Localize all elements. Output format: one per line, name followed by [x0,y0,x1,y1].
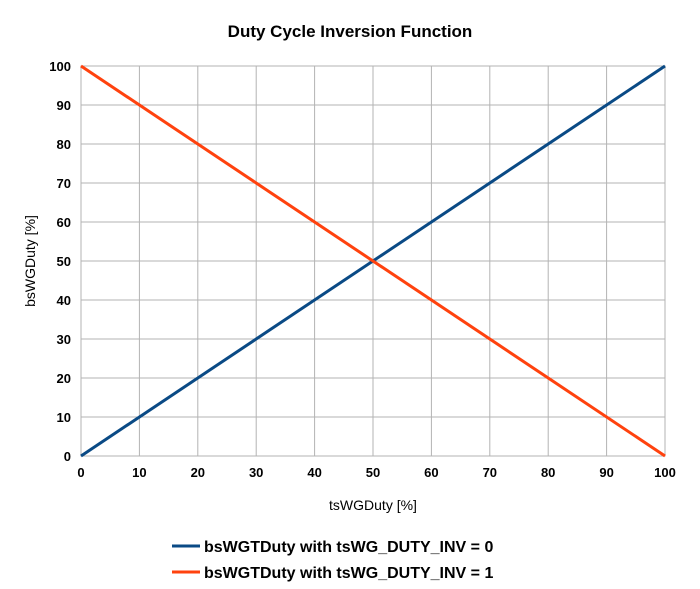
y-axis-label: bsWGDuty [%] [22,215,38,307]
x-tick-label: 80 [541,465,555,480]
x-axis-label: tsWGDuty [%] [329,497,417,513]
y-tick-label: 60 [57,215,71,230]
y-tick-label: 0 [64,449,71,464]
grid [80,65,666,457]
y-tick-label: 80 [57,137,71,152]
y-tick-label: 20 [57,371,71,386]
legend: bsWGTDuty with tsWG_DUTY_INV = 0 bsWGTDut… [172,539,493,582]
legend-label: bsWGTDuty with tsWG_DUTY_INV = 1 [204,565,493,582]
y-tick-label: 70 [57,176,71,191]
legend-label: bsWGTDuty with tsWG_DUTY_INV = 0 [204,539,493,556]
series-lines [80,64,666,458]
series-line-1 [80,64,666,458]
x-tick-label: 50 [366,465,380,480]
x-tick-label: 90 [599,465,613,480]
y-tick-label: 40 [57,293,71,308]
y-tick-label: 30 [57,332,71,347]
y-tick-label: 50 [57,254,71,269]
x-tick-label: 10 [132,465,146,480]
y-tick-label: 100 [49,59,71,74]
x-tick-label: 20 [191,465,205,480]
x-tick-label: 0 [77,465,84,480]
tick-labels: 0 10 20 30 40 50 60 70 80 90 100 0 10 20 30 40 50 60 70 80 9… [49,59,676,480]
x-tick-label: 40 [307,465,321,480]
x-tick-label: 60 [424,465,438,480]
y-tick-label: 90 [57,98,71,113]
plot-frame [80,65,666,457]
x-tick-label: 30 [249,465,263,480]
x-tick-label: 100 [654,465,676,480]
y-tick-label: 10 [57,410,71,425]
chart-title: Duty Cycle Inversion Function [228,22,473,41]
x-tick-label: 70 [483,465,497,480]
